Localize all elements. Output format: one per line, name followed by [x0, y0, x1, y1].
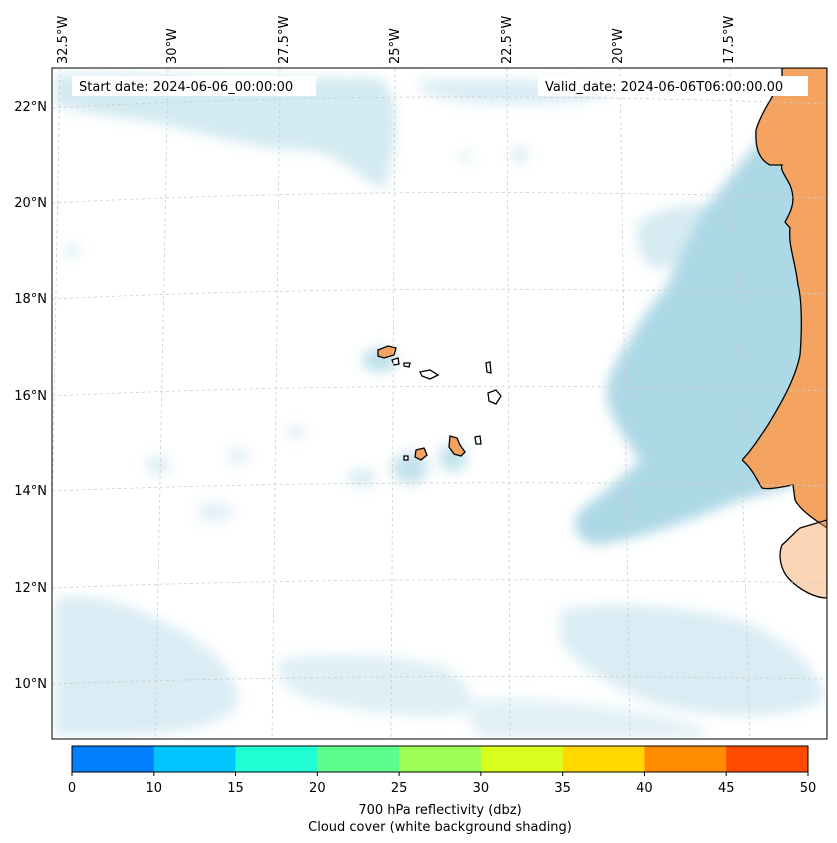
colorbar-segment	[317, 746, 400, 772]
colorbar-tick-label: 35	[554, 781, 571, 796]
lat-label-22n: 22°N	[14, 100, 47, 115]
lon-label-20w: 20°W	[611, 28, 626, 64]
colorbar-ticks: 0 10 15 20 25 30 35 40 45 50	[68, 772, 816, 796]
colorbar-segment	[399, 746, 482, 772]
cloud-spot-nw	[64, 244, 80, 256]
colorbar-segment	[480, 746, 564, 772]
lat-label-14n: 14°N	[14, 484, 47, 499]
island-santo-antao	[377, 345, 397, 359]
colorbar-label-cloud-cover: Cloud cover (white background shading)	[308, 820, 572, 835]
island-sao-nicolau	[419, 369, 440, 380]
colorbar: 0 10 15 20 25 30 35 40 45 50 700 hPa reflectivity…	[68, 745, 816, 835]
parallel-12n	[52, 579, 827, 589]
colorbar-segment	[726, 746, 809, 772]
colorbar-tick-label: 50	[800, 781, 817, 796]
colorbar-segment	[153, 746, 237, 772]
island-brava	[403, 455, 409, 461]
colorbar-tick-label: 0	[68, 781, 76, 796]
start-date-text: Start date: 2024-06-06_00:00:00	[79, 80, 293, 95]
island-sal	[485, 361, 492, 374]
cloud-spot-mid2	[287, 425, 305, 439]
parallel-20n	[52, 192, 827, 204]
lon-label-27-5w: 27.5°W	[277, 16, 292, 64]
meridian-22-5w	[506, 68, 511, 739]
colorbar-tick-label: 25	[391, 781, 408, 796]
meridian-30w	[154, 68, 169, 739]
meridian-20w	[619, 68, 631, 739]
lon-label-22-5w: 22.5°W	[500, 16, 515, 64]
colorbar-frame	[71, 745, 809, 773]
parallel-10n	[52, 676, 827, 685]
africa-coast-north	[741, 68, 827, 529]
cloud-spot-center	[348, 468, 376, 488]
colorbar-segment	[644, 746, 727, 772]
cloud-spot-west	[146, 456, 170, 474]
colorbar-tick-label: 15	[227, 781, 244, 796]
valid-date-box	[538, 76, 808, 96]
colorbar-tick-label: 40	[636, 781, 653, 796]
lon-label-32-5w: 32.5°W	[56, 16, 71, 64]
valid-date-text: Valid_date: 2024-06-06T06:00:00.00	[545, 80, 783, 95]
lon-label-17-5w: 17.5°W	[722, 16, 737, 64]
latitude-labels: 22°N 20°N 18°N 16°N 14°N 12°N 10°N	[14, 100, 47, 692]
cloud-patch-southeast	[560, 604, 825, 716]
colorbar-segment	[72, 746, 155, 772]
colorbar-segment	[235, 746, 318, 772]
parallel-14n	[52, 482, 827, 492]
cloud-patch-northwest	[55, 74, 396, 190]
parallel-22n	[52, 96, 827, 109]
map-frame	[51, 67, 828, 740]
cloud-islands-south-a	[392, 452, 428, 484]
colorbar-segment	[562, 746, 645, 772]
cloud-spot-west2	[228, 448, 248, 464]
lat-label-16n: 16°N	[14, 389, 47, 404]
island-fogo	[414, 447, 428, 461]
lon-label-25w: 25°W	[388, 28, 403, 64]
start-date-box	[72, 76, 316, 96]
cloud-patch-south	[278, 654, 471, 717]
colorbar-segments	[72, 746, 809, 772]
lat-label-10n: 10°N	[14, 677, 47, 692]
island-maio	[474, 435, 482, 445]
parallel-16n	[52, 385, 827, 397]
colorbar-tick-label: 30	[473, 781, 490, 796]
lon-label-30w: 30°W	[165, 28, 180, 64]
longitude-labels: 32.5°W 30°W 27.5°W 25°W 22.5°W 20°W 17.5…	[56, 16, 737, 64]
meridian-25w	[390, 68, 396, 739]
cloud-spot-n	[511, 148, 529, 162]
cloud-spot-n2	[459, 152, 471, 162]
colorbar-label-reflectivity: 700 hPa reflectivity (dbz)	[358, 803, 521, 818]
graticule	[52, 68, 827, 739]
colorbar-tick-label: 45	[718, 781, 735, 796]
colorbar-tick-label: 20	[309, 781, 326, 796]
map-panel: Start date: 2024-06-06_00:00:00 Valid_da…	[52, 68, 827, 739]
parallel-18n	[52, 288, 827, 300]
colorbar-tick-label: 10	[146, 781, 163, 796]
island-santa-luzia	[403, 362, 411, 368]
cloud-patch-south-lower	[468, 698, 708, 738]
island-santiago	[448, 435, 466, 457]
lat-label-12n: 12°N	[14, 581, 47, 596]
meridian-27-5w	[271, 68, 281, 739]
island-boa-vista	[487, 389, 502, 405]
cloud-streak-upper-east	[636, 204, 720, 270]
africa-coast-south	[779, 519, 827, 599]
lat-label-20n: 20°N	[14, 196, 47, 211]
lat-label-18n: 18°N	[14, 292, 47, 307]
land	[377, 68, 827, 599]
cloud-spot-mid	[197, 503, 233, 521]
meridian-17-5w	[729, 68, 751, 739]
cloud-patch-southwest	[55, 596, 240, 735]
